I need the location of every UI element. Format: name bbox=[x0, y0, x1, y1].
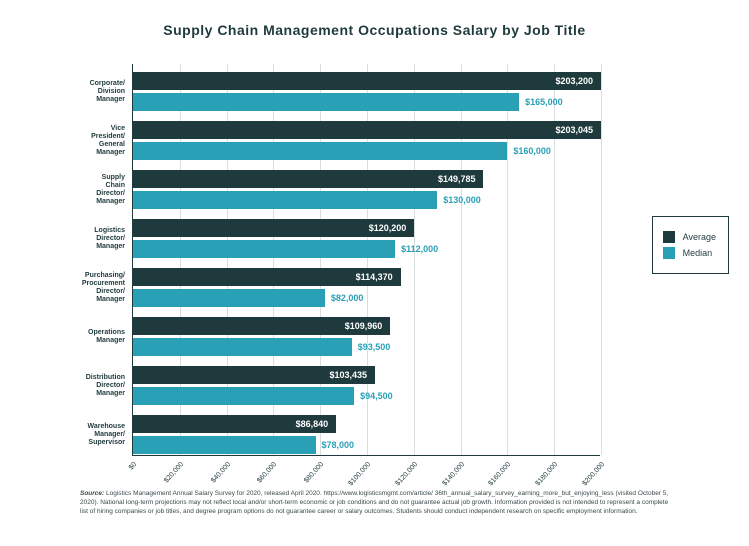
bar-value-label: $165,000 bbox=[525, 97, 563, 107]
bar-median: $94,500 bbox=[133, 387, 354, 405]
gridline bbox=[601, 64, 602, 455]
y-axis-category-label: DistributionDirector/Manager bbox=[5, 373, 125, 397]
bar-value-label: $94,500 bbox=[360, 391, 393, 401]
source-text: Logistics Management Annual Salary Surve… bbox=[80, 490, 668, 515]
bar-value-label: $93,500 bbox=[358, 342, 391, 352]
x-axis-tick-label: $0 bbox=[128, 461, 138, 471]
bar-value-label: $149,785 bbox=[438, 174, 476, 184]
bar-value-label: $103,435 bbox=[329, 370, 367, 380]
y-axis-category-label: Corporate/DivisionManager bbox=[5, 79, 125, 103]
bar-average: $203,200 bbox=[133, 72, 601, 90]
bar-value-label: $203,200 bbox=[555, 76, 593, 86]
bar-median: $130,000 bbox=[133, 191, 437, 209]
legend-item-median: Median bbox=[663, 247, 716, 259]
bar-average: $203,045 bbox=[133, 121, 601, 139]
legend-label-median: Median bbox=[683, 248, 713, 258]
bar-value-label: $82,000 bbox=[331, 293, 364, 303]
bar-median: $112,000 bbox=[133, 240, 395, 258]
bar-median: $78,000 bbox=[133, 436, 316, 454]
bar-value-label: $86,840 bbox=[296, 419, 329, 429]
x-axis-tick-label: $140,000 bbox=[441, 461, 466, 487]
bar-average: $86,840 bbox=[133, 415, 336, 433]
bar-median: $93,500 bbox=[133, 338, 352, 356]
bar-value-label: $78,000 bbox=[322, 440, 355, 450]
bar-average: $149,785 bbox=[133, 170, 483, 188]
bar-value-label: $130,000 bbox=[443, 195, 481, 205]
y-axis-category-label: SupplyChainDirector/Manager bbox=[5, 173, 125, 205]
bar-value-label: $109,960 bbox=[345, 321, 383, 331]
legend-label-average: Average bbox=[683, 232, 716, 242]
chart-title: Supply Chain Management Occupations Sala… bbox=[0, 22, 749, 38]
y-axis-category-label: LogisticsDirector/Manager bbox=[5, 226, 125, 250]
x-axis-tick-label: $40,000 bbox=[210, 461, 232, 484]
bar-value-label: $114,370 bbox=[356, 272, 393, 282]
x-axis-tick-label: $200,000 bbox=[581, 461, 606, 487]
bar-average: $114,370 bbox=[133, 268, 401, 286]
x-axis-tick-label: $100,000 bbox=[347, 461, 372, 487]
x-axis-tick-label: $180,000 bbox=[535, 461, 560, 487]
y-axis-category-label: OperationsManager bbox=[5, 328, 125, 344]
bar-value-label: $112,000 bbox=[401, 244, 438, 254]
bar-value-label: $120,200 bbox=[369, 223, 407, 233]
y-axis-category-label: Purchasing/ProcurementDirector/Manager bbox=[5, 271, 125, 303]
bar-median: $160,000 bbox=[133, 142, 507, 160]
bar-median: $165,000 bbox=[133, 93, 519, 111]
bar-average: $103,435 bbox=[133, 366, 375, 384]
legend-swatch-average bbox=[663, 231, 675, 243]
bar-median: $82,000 bbox=[133, 289, 325, 307]
x-axis-tick-label: $160,000 bbox=[488, 461, 513, 487]
x-axis-tick-label: $20,000 bbox=[163, 461, 185, 484]
legend-swatch-median bbox=[663, 247, 675, 259]
x-axis-tick-label: $60,000 bbox=[256, 461, 278, 484]
source-label: Source: bbox=[80, 490, 104, 497]
source-footnote: Source: Logistics Management Annual Sala… bbox=[80, 490, 669, 516]
bar-average: $109,960 bbox=[133, 317, 390, 335]
y-axis-category-label: VicePresident/GeneralManager bbox=[5, 124, 125, 156]
y-axis-category-label: WarehouseManager/Supervisor bbox=[5, 422, 125, 446]
bar-value-label: $160,000 bbox=[513, 146, 551, 156]
legend: Average Median bbox=[652, 216, 729, 274]
legend-item-average: Average bbox=[663, 231, 716, 243]
chart-plot-area: $0$20,000$40,000$60,000$80,000$100,000$1… bbox=[132, 64, 600, 456]
x-axis-tick-label: $120,000 bbox=[394, 461, 419, 487]
bar-value-label: $203,045 bbox=[555, 125, 593, 135]
bar-average: $120,200 bbox=[133, 219, 414, 237]
x-axis-tick-label: $80,000 bbox=[303, 461, 325, 484]
